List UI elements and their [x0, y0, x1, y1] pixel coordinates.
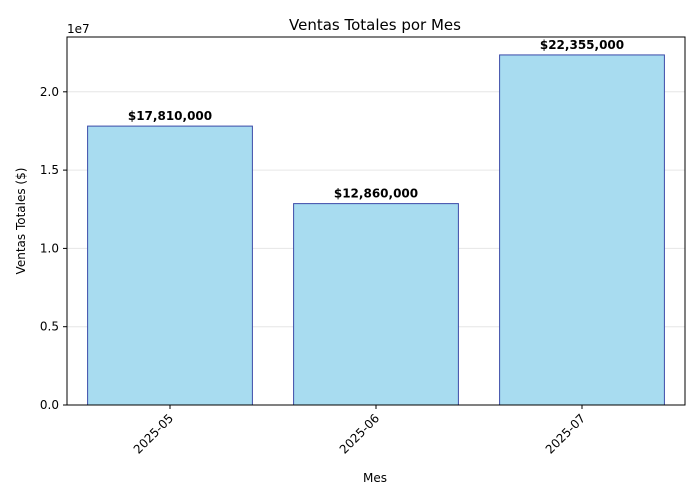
- y-axis: 0.0 0.5 1.0 1.5 2.0: [40, 85, 67, 412]
- data-labels: $17,810,000 $12,860,000 $22,355,000: [128, 38, 624, 201]
- bar-value-label: $17,810,000: [128, 109, 212, 123]
- bar: [293, 203, 459, 406]
- x-tick-label: 2025-07: [543, 411, 588, 456]
- bar: [499, 54, 665, 406]
- y-tick-label: 2.0: [40, 85, 59, 99]
- x-axis-label: Mes: [363, 471, 387, 485]
- chart-title: Ventas Totales por Mes: [289, 16, 461, 34]
- x-tick-label: 2025-05: [131, 411, 176, 456]
- y-tick-label: 0.0: [40, 398, 59, 412]
- bars: [87, 54, 665, 406]
- y-tick-label: 1.0: [40, 241, 59, 255]
- y-tick-label: 1.5: [40, 163, 59, 177]
- bar: [87, 125, 253, 406]
- y-axis-offset-text: 1e7: [67, 22, 90, 36]
- x-axis: 2025-05 2025-06 2025-07: [131, 405, 588, 457]
- bar-value-label: $12,860,000: [334, 187, 418, 201]
- y-tick-label: 0.5: [40, 320, 59, 334]
- bar-value-label: $22,355,000: [540, 38, 624, 52]
- y-axis-label: Ventas Totales ($): [14, 168, 28, 275]
- x-tick-label: 2025-06: [337, 411, 382, 456]
